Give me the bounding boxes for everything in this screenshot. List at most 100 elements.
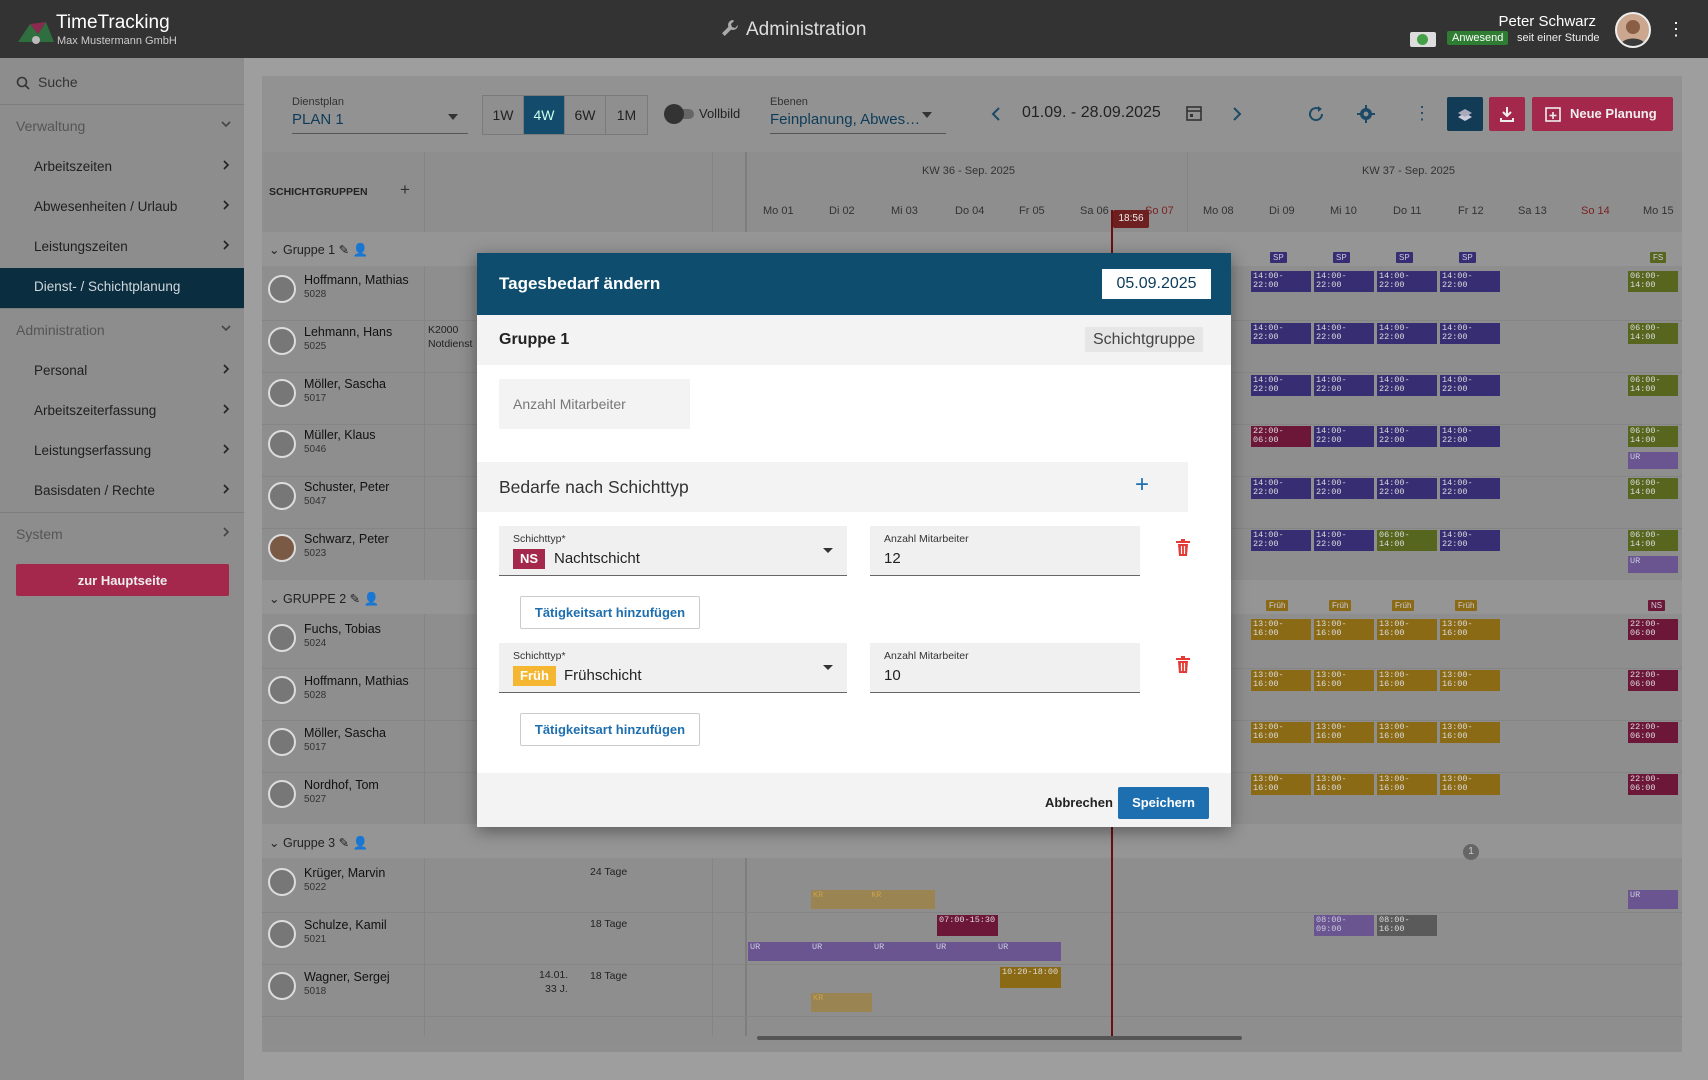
delete-icon[interactable]: [1175, 656, 1191, 674]
shift-block[interactable]: 08:00-16:00: [1377, 915, 1437, 936]
shift-type-select[interactable]: Schichttyp* NS Nachtschicht: [499, 526, 847, 576]
shift-block[interactable]: 06:00-14:00: [1628, 271, 1678, 292]
shift-type-select[interactable]: Schichttyp* Früh Frühschicht: [499, 643, 847, 693]
shift-block[interactable]: 14:00-22:00: [1314, 478, 1374, 499]
shift-block[interactable]: 06:00-14:00: [1628, 375, 1678, 396]
sidebar-item-leistungszeiten[interactable]: Leistungszeiten: [0, 228, 244, 268]
shift-block[interactable]: 13:00-16:00: [1251, 722, 1311, 743]
shift-block[interactable]: 13:00-16:00: [1440, 670, 1500, 691]
add-activity-button[interactable]: Tätigkeitsart hinzufügen: [520, 713, 700, 746]
shift-block[interactable]: 14:00-22:00: [1440, 478, 1500, 499]
shift-block[interactable]: 22:00-06:00: [1628, 670, 1678, 691]
shift-block[interactable]: 14:00-22:00: [1440, 375, 1500, 396]
count-badge[interactable]: 1: [1463, 844, 1479, 860]
sidebar-item-arbeitszeiterfassung[interactable]: Arbeitszeiterfassung: [0, 392, 244, 432]
horizontal-scrollbar[interactable]: [757, 1036, 1242, 1040]
dienstplan-select[interactable]: Dienstplan PLAN 1: [292, 96, 468, 134]
fullscreen-toggle[interactable]: [664, 104, 696, 124]
add-person-icon[interactable]: 👤: [363, 592, 380, 606]
absence-block[interactable]: KR: [811, 993, 872, 1012]
shift-block[interactable]: 14:00-22:00: [1314, 271, 1374, 292]
sidebar-section-verwaltung[interactable]: Verwaltung: [0, 104, 244, 148]
shift-block[interactable]: 14:00-22:00: [1377, 478, 1437, 499]
shift-block[interactable]: 13:00-16:00: [1314, 670, 1374, 691]
shift-block[interactable]: 14:00-22:00: [1440, 530, 1500, 551]
shift-block[interactable]: 14:00-22:00: [1314, 323, 1374, 344]
shift-block[interactable]: 14:00-22:00: [1314, 426, 1374, 447]
shift-block[interactable]: 14:00-22:00: [1377, 375, 1437, 396]
shift-block[interactable]: 13:00-16:00: [1314, 619, 1374, 640]
download-button[interactable]: [1489, 97, 1525, 131]
shift-block[interactable]: 14:00-22:00: [1251, 271, 1311, 292]
shift-block[interactable]: 13:00-16:00: [1251, 774, 1311, 795]
edit-icon[interactable]: ✎: [349, 592, 361, 606]
shift-block[interactable]: 13:00-16:00: [1377, 722, 1437, 743]
range-4w[interactable]: 4W: [524, 96, 565, 134]
sidebar-section-system[interactable]: System: [0, 512, 244, 556]
save-button[interactable]: Speichern: [1118, 787, 1209, 819]
edit-icon[interactable]: ✎: [338, 836, 350, 850]
refresh-icon[interactable]: [1307, 105, 1325, 123]
shift-block[interactable]: 14:00-22:00: [1314, 530, 1374, 551]
shift-block[interactable]: 22:00-06:00: [1628, 619, 1678, 640]
absence-block[interactable]: KR KR: [811, 890, 935, 909]
shift-block[interactable]: 08:00-09:00: [1314, 915, 1374, 936]
chevron-left-icon[interactable]: [990, 107, 1002, 121]
shift-block[interactable]: 13:00-16:00: [1440, 774, 1500, 795]
sidebar-item-leistungserfassung[interactable]: Leistungserfassung: [0, 432, 244, 472]
sidebar-section-administration[interactable]: Administration: [0, 308, 244, 352]
sidebar-item-arbeitszeiten[interactable]: Arbeitszeiten: [0, 148, 244, 188]
delete-icon[interactable]: [1175, 539, 1191, 557]
planning-view-button[interactable]: [1447, 97, 1483, 131]
shift-block[interactable]: 13:00-16:00: [1251, 670, 1311, 691]
edit-icon[interactable]: ✎: [338, 243, 350, 257]
shift-block[interactable]: 22:00-06:00: [1628, 722, 1678, 743]
absence-block[interactable]: UR: [1628, 890, 1678, 909]
shift-block[interactable]: 14:00-22:00: [1377, 271, 1437, 292]
shift-block[interactable]: 14:00-22:00: [1251, 478, 1311, 499]
employee-count-field[interactable]: Anzahl Mitarbeiter 10: [870, 643, 1140, 693]
absence-block[interactable]: UR: [1628, 556, 1678, 573]
shift-block[interactable]: 13:00-16:00: [1377, 619, 1437, 640]
shift-block[interactable]: 13:00-16:00: [1377, 670, 1437, 691]
range-1m[interactable]: 1M: [616, 107, 637, 123]
user-avatar[interactable]: [1615, 12, 1651, 48]
more-options-icon[interactable]: ⋮: [1413, 103, 1431, 123]
shift-block[interactable]: 14:00-22:00: [1377, 323, 1437, 344]
new-planning-button[interactable]: Neue Planung: [1532, 97, 1673, 131]
shift-block[interactable]: 06:00-14:00: [1628, 426, 1678, 447]
employee-count-input[interactable]: Anzahl Mitarbeiter: [499, 379, 690, 429]
shift-block[interactable]: 14:00-22:00: [1440, 323, 1500, 344]
calendar-icon[interactable]: [1185, 104, 1203, 122]
add-group-icon[interactable]: +: [400, 180, 410, 199]
cancel-button[interactable]: Abbrechen: [1045, 795, 1113, 810]
levels-select[interactable]: Ebenen Feinplanung, Abwes…: [770, 96, 946, 134]
add-person-icon[interactable]: 👤: [352, 243, 369, 257]
shift-block[interactable]: 14:00-22:00: [1440, 426, 1500, 447]
group-header[interactable]: ⌄ Gruppe 3 ✎ 👤: [269, 835, 368, 851]
sidebar-search[interactable]: Suche: [16, 74, 78, 90]
shift-block[interactable]: 22:00-06:00: [1628, 774, 1678, 795]
add-person-icon[interactable]: 👤: [352, 836, 369, 850]
shift-block[interactable]: 14:00-22:00: [1314, 375, 1374, 396]
shift-block[interactable]: 13:00-16:00: [1440, 722, 1500, 743]
sidebar-item-schichtplanung[interactable]: Dienst- / Schichtplanung: [0, 268, 244, 308]
group-header[interactable]: ⌄ GRUPPE 2 ✎ 👤: [269, 591, 379, 607]
settings-icon[interactable]: [1357, 105, 1375, 123]
sidebar-item-basisdaten[interactable]: Basisdaten / Rechte: [0, 472, 244, 512]
sidebar-item-abwesenheiten[interactable]: Abwesenheiten / Urlaub: [0, 188, 244, 228]
shift-block[interactable]: 07:00-15:30: [937, 915, 998, 936]
shift-block[interactable]: 13:00-16:00: [1314, 774, 1374, 795]
home-button[interactable]: zur Hauptseite: [16, 564, 229, 596]
sidebar-item-personal[interactable]: Personal: [0, 352, 244, 392]
shift-block[interactable]: 13:00-16:00: [1251, 619, 1311, 640]
absence-block[interactable]: UR UR UR UR UR: [748, 942, 1061, 961]
shift-block[interactable]: 14:00-22:00: [1251, 375, 1311, 396]
range-6w[interactable]: 6W: [565, 96, 606, 134]
shift-block[interactable]: 14:00-22:00: [1377, 426, 1437, 447]
shift-block[interactable]: 06:00-14:00: [1628, 323, 1678, 344]
shift-block[interactable]: 10:20-18:00: [1000, 967, 1061, 988]
chevron-right-icon[interactable]: [1231, 107, 1243, 121]
shift-block[interactable]: 13:00-16:00: [1314, 722, 1374, 743]
shift-block[interactable]: 14:00-22:00: [1251, 530, 1311, 551]
